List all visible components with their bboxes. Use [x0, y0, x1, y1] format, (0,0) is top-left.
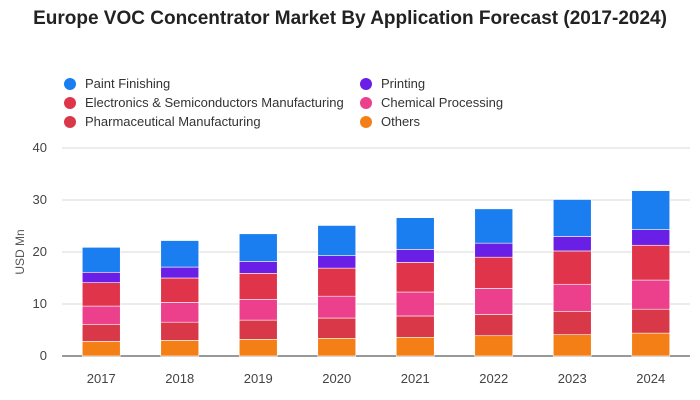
bar-segment[interactable]: [160, 302, 200, 323]
bar-segment[interactable]: [395, 249, 435, 263]
bar-segment[interactable]: [552, 236, 592, 252]
bar-segment[interactable]: [317, 295, 357, 319]
bar-segment[interactable]: [552, 250, 592, 285]
bar-segment[interactable]: [474, 208, 514, 244]
legend-item-electronics[interactable]: Electronics & Semiconductors Manufacturi…: [64, 93, 344, 112]
chart-grid: [62, 147, 690, 357]
bar-segment[interactable]: [317, 317, 357, 339]
legend-swatch-printing: [360, 77, 372, 90]
bar-segment[interactable]: [631, 190, 671, 230]
bar-segment[interactable]: [552, 310, 592, 335]
x-tick-label: 2024: [636, 371, 665, 386]
x-tick-label: 2021: [401, 371, 430, 386]
bar-segment[interactable]: [81, 271, 121, 283]
bar-segment[interactable]: [395, 262, 435, 293]
bar-segment[interactable]: [631, 308, 671, 334]
legend-item-chemical-processing[interactable]: Chemical Processing: [360, 93, 503, 112]
legend-item-pharmaceutical[interactable]: Pharmaceutical Manufacturing: [64, 112, 261, 131]
y-tick-label: 0: [40, 348, 47, 363]
bar-segment[interactable]: [81, 305, 121, 325]
legend-label: Paint Finishing: [85, 76, 171, 91]
x-tick-label: 2019: [244, 371, 273, 386]
bar-segment[interactable]: [395, 291, 435, 317]
x-axis-ticks: 2017 2018 2019 2020 2021 2022 2023 2024: [87, 371, 665, 386]
bar-segment[interactable]: [552, 334, 592, 357]
bar-segment[interactable]: [631, 229, 671, 246]
y-tick-label: 30: [33, 192, 47, 207]
x-tick-label: 2018: [165, 371, 194, 386]
bar-segment[interactable]: [474, 335, 514, 357]
bar-segment[interactable]: [81, 247, 121, 273]
bar-segment[interactable]: [160, 340, 200, 357]
x-tick-label: 2022: [479, 371, 508, 386]
bar-segment[interactable]: [631, 244, 671, 281]
bar-segment[interactable]: [81, 341, 121, 357]
bar-segment[interactable]: [474, 314, 514, 337]
bar-segment[interactable]: [631, 332, 671, 357]
bar-segment[interactable]: [160, 266, 200, 279]
bar-segment[interactable]: [317, 338, 357, 357]
legend-item-printing[interactable]: Printing: [360, 74, 425, 93]
y-tick-label: 40: [33, 140, 47, 155]
bar-segment[interactable]: [631, 279, 671, 310]
legend-item-paint-finishing[interactable]: Paint Finishing: [64, 74, 170, 93]
legend-item-others[interactable]: Others: [360, 112, 420, 131]
bar-segment[interactable]: [238, 261, 278, 274]
legend-swatch-electronics: [64, 96, 76, 109]
legend-label: Others: [381, 114, 421, 129]
bar-segment[interactable]: [238, 299, 278, 321]
legend-label: Pharmaceutical Manufacturing: [85, 114, 261, 129]
bar-segment[interactable]: [238, 339, 278, 357]
y-axis-ticks: 0 10 20 30 40: [33, 140, 47, 363]
bar-segment[interactable]: [474, 242, 514, 258]
bar-segment[interactable]: [238, 319, 278, 340]
y-tick-label: 20: [33, 244, 47, 259]
legend-swatch-others: [360, 115, 372, 128]
bar-segment[interactable]: [395, 315, 435, 338]
bar-segment[interactable]: [552, 283, 592, 312]
chart-bars: [81, 190, 671, 357]
x-tick-label: 2020: [322, 371, 351, 386]
y-axis-label: USD Mn: [13, 229, 27, 274]
chart-title: Europe VOC Concentrator Market By Applic…: [33, 8, 667, 29]
bar-segment[interactable]: [474, 256, 514, 289]
bar-segment[interactable]: [317, 225, 357, 256]
bar-segment[interactable]: [395, 217, 435, 250]
x-tick-label: 2023: [558, 371, 587, 386]
bar-segment[interactable]: [395, 336, 435, 357]
bar-segment[interactable]: [317, 255, 357, 269]
bar-segment[interactable]: [81, 282, 121, 307]
bar-segment[interactable]: [552, 199, 592, 237]
legend-label: Printing: [381, 76, 426, 91]
legend-swatch-chemical-processing: [360, 96, 372, 109]
x-tick-label: 2017: [87, 371, 116, 386]
bar-segment[interactable]: [160, 240, 200, 268]
bar-segment[interactable]: [238, 233, 278, 262]
bar-segment[interactable]: [160, 277, 200, 303]
bar-segment[interactable]: [317, 267, 357, 297]
bar-segment[interactable]: [160, 321, 200, 341]
y-tick-label: 10: [33, 296, 47, 311]
bar-segment[interactable]: [238, 273, 278, 300]
bar-segment[interactable]: [474, 288, 514, 315]
legend-swatch-pharmaceutical: [64, 115, 76, 128]
legend-label: Electronics & Semiconductors Manufacturi…: [85, 95, 344, 110]
bar-segment[interactable]: [81, 323, 121, 342]
legend-swatch-paint-finishing: [64, 77, 76, 90]
legend-label: Chemical Processing: [381, 95, 504, 110]
